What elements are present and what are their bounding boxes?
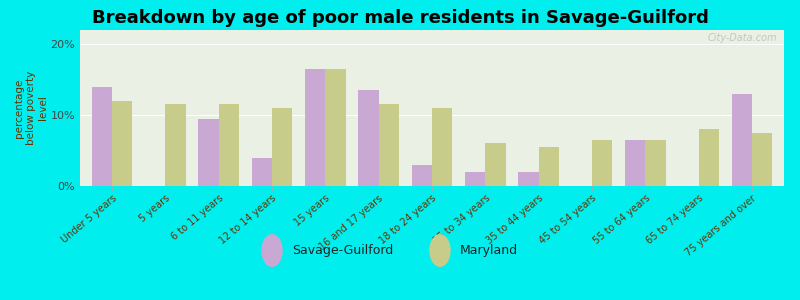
- Bar: [538, 147, 559, 186]
- Bar: [732, 94, 752, 186]
- Bar: [698, 129, 719, 186]
- Text: City-Data.com: City-Data.com: [707, 33, 777, 43]
- Y-axis label: percentage
below poverty
level: percentage below poverty level: [14, 71, 48, 145]
- Bar: [646, 140, 666, 186]
- Text: Savage-Guilford: Savage-Guilford: [292, 244, 394, 257]
- Text: Maryland: Maryland: [460, 244, 518, 257]
- Bar: [465, 172, 486, 186]
- Bar: [592, 140, 612, 186]
- Bar: [272, 108, 292, 186]
- Bar: [625, 140, 646, 186]
- Bar: [166, 104, 186, 186]
- Bar: [112, 101, 132, 186]
- Bar: [378, 104, 399, 186]
- Bar: [252, 158, 272, 186]
- Bar: [518, 172, 538, 186]
- Bar: [432, 108, 452, 186]
- Ellipse shape: [262, 235, 282, 266]
- Ellipse shape: [430, 235, 450, 266]
- Bar: [412, 165, 432, 186]
- Text: Breakdown by age of poor male residents in Savage-Guilford: Breakdown by age of poor male residents …: [91, 9, 709, 27]
- Bar: [198, 118, 218, 186]
- Bar: [92, 87, 112, 186]
- Bar: [218, 104, 239, 186]
- Bar: [305, 69, 326, 186]
- Bar: [358, 90, 378, 186]
- Bar: [752, 133, 772, 186]
- Bar: [326, 69, 346, 186]
- Bar: [486, 143, 506, 186]
